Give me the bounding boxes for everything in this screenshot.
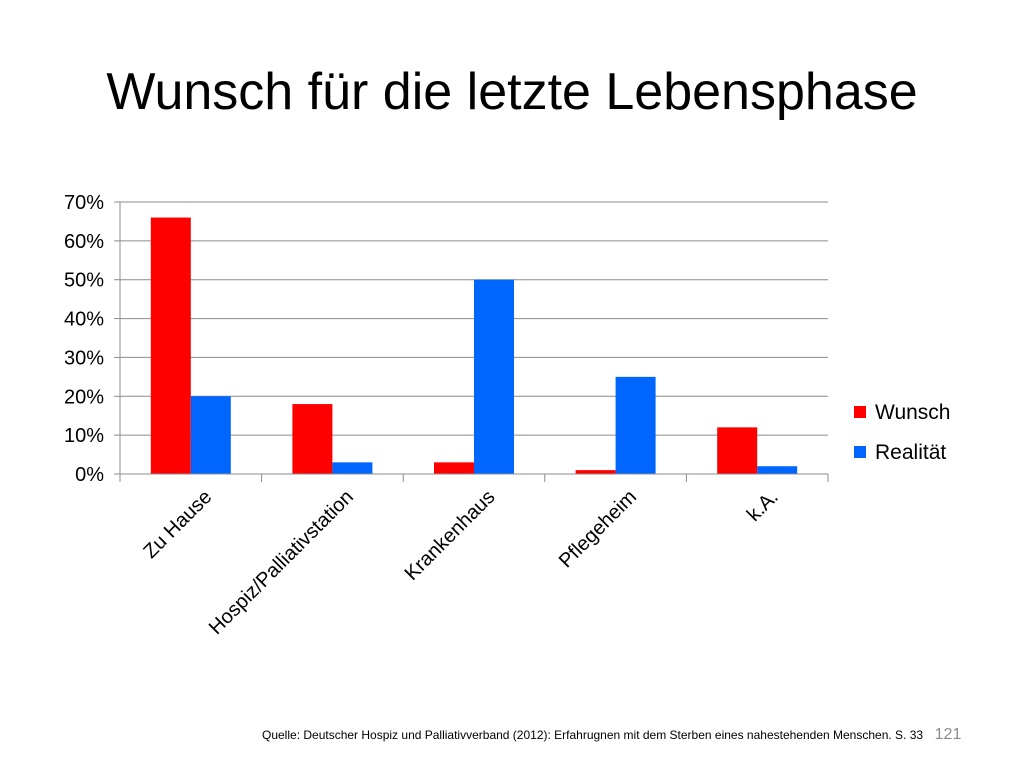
- bar-wunsch: [575, 470, 616, 474]
- source-note: Quelle: Deutscher Hospiz und Palliativve…: [262, 728, 924, 742]
- slide-title: Wunsch für die letzte Lebensphase: [106, 63, 918, 121]
- legend: Wunsch Realität: [854, 401, 950, 464]
- y-tick-label: 0%: [75, 464, 104, 486]
- bar-wunsch: [150, 217, 191, 475]
- y-tick-labels: 0% 10% 20% 30% 40% 50% 60% 70%: [64, 192, 104, 486]
- legend-swatch: [854, 406, 866, 418]
- bar-realitaet: [757, 466, 798, 474]
- bar-wunsch: [434, 462, 474, 474]
- y-tick-label: 10%: [64, 425, 104, 447]
- y-tick-label: 20%: [64, 386, 104, 408]
- bars: [150, 217, 798, 475]
- y-tick-label: 60%: [64, 231, 104, 253]
- legend-swatch: [854, 446, 866, 458]
- legend-label: Realität: [875, 441, 946, 464]
- y-tick-label: 30%: [64, 347, 104, 369]
- x-category-label: Zu Hause: [139, 486, 216, 563]
- bar-realitaet: [474, 279, 514, 474]
- axes: [114, 201, 829, 482]
- bar-realitaet: [190, 396, 231, 474]
- x-category-label: Hospiz/Palliativstation: [205, 486, 358, 639]
- x-category-label: Krankenhaus: [401, 486, 500, 585]
- bar-realitaet: [615, 376, 656, 474]
- y-tick-label: 70%: [64, 192, 104, 214]
- bar-wunsch: [292, 404, 333, 474]
- bar-wunsch: [717, 427, 758, 474]
- slide-number: 121: [934, 726, 962, 743]
- bar-chart: 0% 10% 20% 30% 40% 50% 60% 70% Zu HauseHospiz/P…: [64, 192, 951, 639]
- x-category-label: k.A.: [743, 486, 783, 526]
- legend-label: Wunsch: [875, 401, 950, 424]
- y-tick-label: 40%: [64, 309, 104, 331]
- bar-realitaet: [332, 462, 373, 474]
- y-tick-label: 50%: [64, 270, 104, 292]
- x-category-label: Pflegeheim: [555, 486, 641, 572]
